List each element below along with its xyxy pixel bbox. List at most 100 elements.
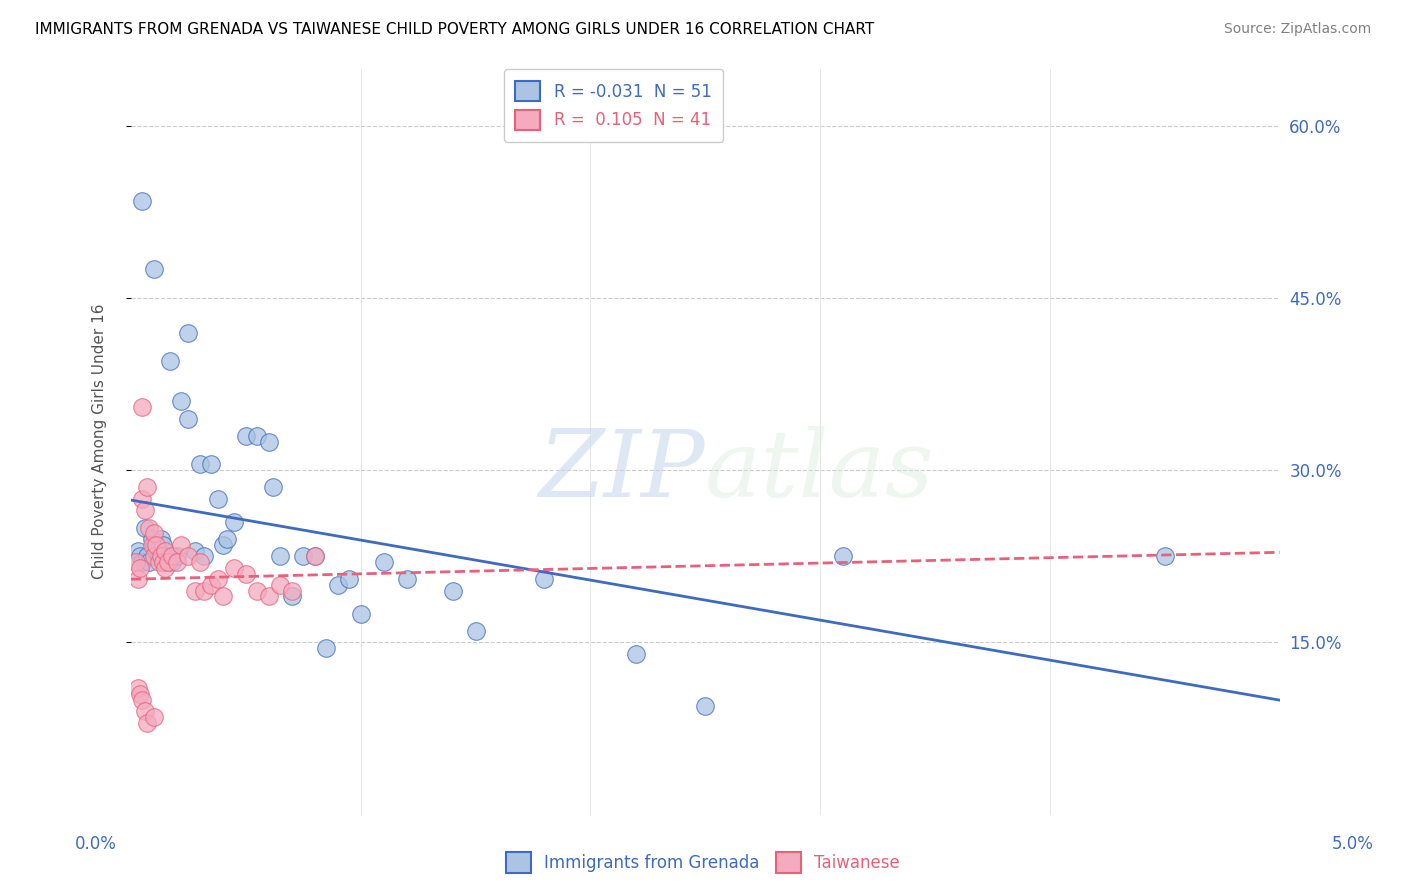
Point [337, 572, 360, 586]
Point [257, 590, 280, 604]
Point [142, 526, 165, 541]
Text: 5.0%: 5.0% [1331, 835, 1374, 853]
Point [235, 429, 257, 443]
Point [211, 590, 233, 604]
Point [166, 549, 188, 564]
Point [136, 480, 159, 494]
Point [281, 590, 304, 604]
Point [193, 549, 215, 564]
Text: ZIP: ZIP [538, 426, 706, 516]
Point [326, 578, 349, 592]
Point [269, 549, 291, 564]
Point [145, 538, 167, 552]
Point [134, 704, 156, 718]
Point [441, 583, 464, 598]
Point [155, 555, 177, 569]
Point [257, 434, 280, 449]
Point [127, 681, 149, 696]
Point [131, 194, 153, 208]
Point [131, 555, 153, 569]
Point [832, 549, 855, 564]
Point [152, 538, 174, 552]
Legend: R = -0.031  N = 51, R =  0.105  N = 41: R = -0.031 N = 51, R = 0.105 N = 41 [503, 70, 723, 142]
Point [200, 578, 222, 592]
Y-axis label: Child Poverty Among Girls Under 16: Child Poverty Among Girls Under 16 [93, 304, 107, 579]
Point [177, 411, 200, 425]
Point [141, 532, 163, 546]
Point [304, 549, 326, 564]
Point [138, 555, 160, 569]
Point [129, 549, 152, 564]
Point [207, 572, 229, 586]
Point [142, 710, 165, 724]
Point [136, 549, 159, 564]
Point [235, 566, 257, 581]
Point [155, 543, 177, 558]
Point [184, 583, 207, 598]
Point [131, 693, 153, 707]
Point [162, 549, 184, 564]
Point [188, 555, 211, 569]
Point [184, 543, 207, 558]
Point [145, 543, 167, 558]
Point [166, 555, 188, 569]
Point [269, 578, 291, 592]
Point [177, 549, 200, 564]
Point [217, 532, 239, 546]
Point [148, 555, 170, 569]
Point [373, 555, 395, 569]
Point [695, 698, 717, 713]
Point [149, 532, 172, 546]
Point [155, 561, 177, 575]
Point [131, 400, 153, 414]
Point [188, 458, 211, 472]
Point [124, 555, 146, 569]
Point [207, 491, 229, 506]
Point [142, 262, 165, 277]
Point [129, 687, 152, 701]
Point [136, 715, 159, 730]
Point [142, 538, 165, 552]
Point [200, 458, 222, 472]
Point [177, 326, 200, 340]
Point [149, 549, 172, 564]
Point [211, 538, 233, 552]
Point [246, 429, 269, 443]
Point [292, 549, 315, 564]
Point [533, 572, 555, 586]
Point [1153, 549, 1175, 564]
Point [129, 561, 152, 575]
Point [138, 521, 160, 535]
Point [304, 549, 326, 564]
Text: Source: ZipAtlas.com: Source: ZipAtlas.com [1223, 22, 1371, 37]
Point [131, 491, 153, 506]
Point [315, 641, 337, 656]
Point [170, 394, 193, 409]
Point [224, 561, 246, 575]
Point [246, 583, 269, 598]
Point [626, 647, 648, 661]
Point [170, 538, 193, 552]
Point [281, 583, 304, 598]
Point [134, 503, 156, 517]
Point [148, 549, 170, 564]
Point [350, 607, 373, 621]
Legend: Immigrants from Grenada, Taiwanese: Immigrants from Grenada, Taiwanese [499, 846, 907, 880]
Point [141, 538, 163, 552]
Point [156, 549, 179, 564]
Point [156, 555, 179, 569]
Text: atlas: atlas [706, 426, 935, 516]
Point [395, 572, 418, 586]
Point [142, 549, 165, 564]
Point [162, 555, 184, 569]
Point [262, 480, 284, 494]
Point [159, 354, 181, 368]
Point [134, 521, 156, 535]
Point [127, 543, 149, 558]
Point [152, 555, 174, 569]
Point [193, 583, 215, 598]
Point [464, 624, 486, 638]
Text: IMMIGRANTS FROM GRENADA VS TAIWANESE CHILD POVERTY AMONG GIRLS UNDER 16 CORRELAT: IMMIGRANTS FROM GRENADA VS TAIWANESE CHI… [35, 22, 875, 37]
Text: 0.0%: 0.0% [75, 835, 117, 853]
Point [127, 572, 149, 586]
